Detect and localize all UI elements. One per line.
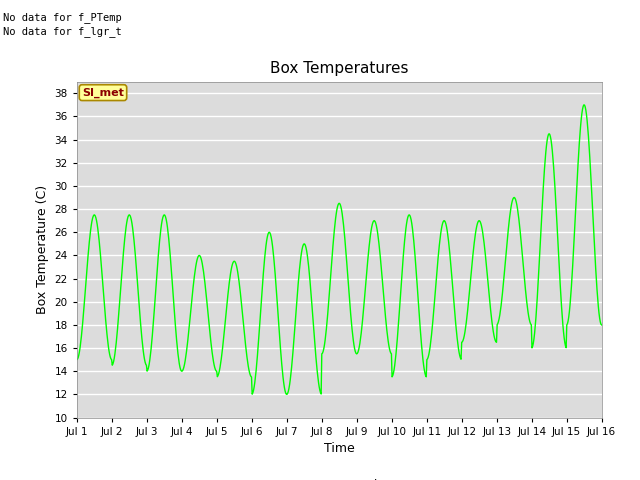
Line: Tower Air T: Tower Air T bbox=[77, 105, 602, 395]
Y-axis label: Box Temperature (C): Box Temperature (C) bbox=[36, 185, 49, 314]
Tower Air T bbox=[392, 351, 400, 357]
X-axis label: Time: Time bbox=[324, 442, 355, 455]
Tower Air T bbox=[378, 276, 386, 282]
Text: No data for f_PTemp: No data for f_PTemp bbox=[3, 12, 122, 23]
Tower Air T bbox=[408, 221, 415, 227]
Tower Air T bbox=[580, 102, 588, 108]
Title: Box Temperatures: Box Temperatures bbox=[270, 61, 408, 76]
Tower Air T bbox=[525, 317, 533, 323]
Text: SI_met: SI_met bbox=[82, 87, 124, 98]
Tower Air T bbox=[283, 392, 291, 397]
Tower Air T bbox=[598, 322, 605, 328]
Tower Air T bbox=[73, 357, 81, 362]
Text: No data for f_lgr_t: No data for f_lgr_t bbox=[3, 26, 122, 37]
Tower Air T bbox=[472, 230, 479, 236]
Legend: Tower Air T: Tower Air T bbox=[279, 474, 399, 480]
Tower Air T bbox=[105, 348, 113, 354]
